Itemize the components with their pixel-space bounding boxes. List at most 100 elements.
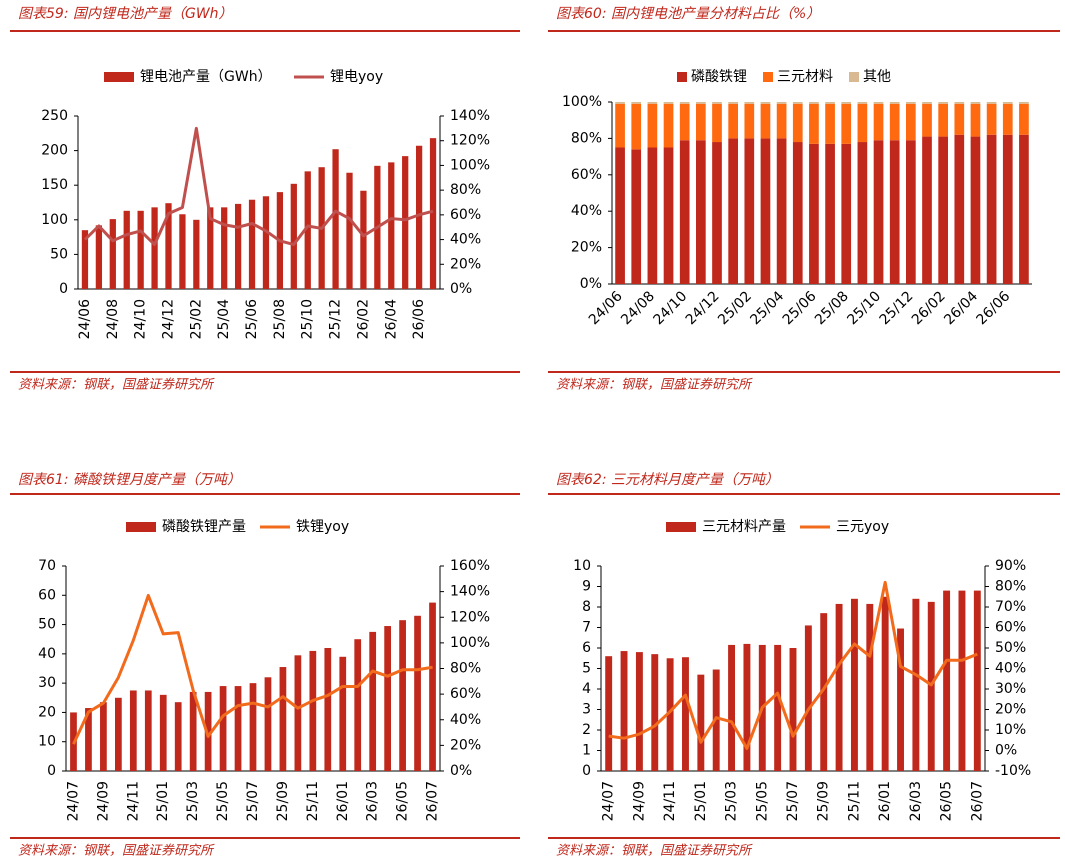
legend-label: 其他 [863, 69, 891, 85]
x-tick-label: 24/11 [662, 781, 678, 821]
bar-segment [889, 140, 900, 284]
x-tick-label: 26/06 [974, 288, 1014, 328]
bar-segment [922, 103, 932, 137]
bar [850, 598, 858, 771]
y-tick-label: 3 [582, 702, 591, 718]
bar-segment [938, 102, 948, 104]
y-tick-label: 9 [582, 579, 591, 595]
bar-segment [825, 143, 835, 284]
bar [290, 183, 297, 289]
bar-segment [631, 149, 642, 284]
bar-segment [889, 103, 900, 141]
bar [279, 667, 287, 771]
x-tick-label: 25/04 [747, 288, 787, 328]
y-tick-label: 70 [38, 558, 56, 574]
x-tick-label: 25/07 [245, 781, 261, 821]
bar-segment [760, 103, 771, 139]
bar-segment [986, 103, 997, 135]
x-tick-label: 25/11 [305, 781, 321, 821]
y-tick-label: 8 [582, 599, 591, 615]
bar-segment [744, 103, 755, 139]
x-tick-label: 26/01 [335, 781, 351, 821]
bar-segment [857, 103, 868, 143]
y-tick-label: 200 [41, 143, 68, 159]
legend-label: 锂电yoy [330, 69, 383, 85]
bar-segment [986, 102, 997, 104]
bar [339, 656, 347, 771]
y2-tick-label: 20% [450, 256, 481, 272]
y-tick-label: 0% [580, 276, 602, 292]
legend-label: 磷酸铁锂 [691, 69, 747, 85]
y-tick-label: 60% [571, 167, 602, 183]
bar-segment [792, 102, 803, 104]
bar [402, 156, 409, 289]
x-tick-label: 24/12 [683, 288, 723, 328]
bar [179, 214, 186, 289]
bar [159, 694, 167, 771]
bar-segment [679, 102, 690, 104]
x-tick-label: 26/07 [425, 781, 441, 821]
x-tick-label: 24/06 [586, 288, 626, 328]
bar-segment [663, 102, 674, 104]
y2-tick-label: 40% [995, 661, 1026, 677]
bar [835, 603, 843, 771]
bar-segment [1002, 102, 1013, 104]
y-tick-label: 6 [582, 640, 591, 656]
bar-segment [615, 103, 625, 148]
bar-segment [873, 103, 884, 141]
bar-segment [906, 140, 916, 284]
x-tick-label: 24/07 [601, 781, 617, 821]
x-tick-label: 25/04 [216, 299, 232, 339]
bar-segment [1019, 134, 1029, 284]
bar-segment [679, 103, 690, 141]
x-tick-label: 24/10 [133, 299, 149, 339]
bar [114, 697, 122, 771]
source: 资料来源：钢联，国盛证券研究所 [556, 843, 753, 859]
bar [144, 690, 152, 771]
bar [360, 190, 367, 289]
bar-segment [728, 138, 738, 284]
bar [193, 219, 200, 289]
bar [897, 628, 904, 771]
x-tick-label: 24/08 [618, 288, 658, 328]
figure-title: 图表62: 三元材料月度产量（万吨） [556, 472, 779, 488]
bar-segment [1019, 102, 1029, 104]
bar-segment [712, 103, 722, 143]
bar [973, 590, 981, 771]
bar [204, 691, 212, 771]
x-tick-label: 24/09 [95, 781, 111, 821]
bar-segment [776, 138, 787, 284]
bar [100, 702, 107, 771]
x-tick-label: 26/06 [411, 299, 427, 339]
bar [927, 601, 935, 771]
y-tick-label: 10 [38, 734, 56, 750]
y2-tick-label: 90% [995, 558, 1026, 574]
y2-tick-label: 60% [995, 620, 1026, 636]
bar [728, 644, 736, 771]
bar [234, 203, 242, 289]
bar [309, 650, 317, 771]
bar-segment [841, 143, 852, 284]
bar-segment [970, 136, 981, 284]
line [72, 593, 433, 745]
bar [346, 172, 353, 289]
bar [682, 657, 689, 771]
x-tick-label: 25/02 [188, 299, 204, 339]
y2-tick-label: 160% [450, 558, 490, 574]
x-tick-label: 25/03 [724, 781, 740, 821]
y-tick-label: 0 [582, 763, 591, 779]
legend-swatch [126, 522, 156, 532]
legend-swatch [849, 72, 859, 82]
x-tick-label: 24/10 [650, 288, 690, 328]
x-tick-label: 25/09 [816, 781, 832, 821]
bar-segment [986, 134, 997, 284]
bar-segment [696, 103, 706, 141]
bar-segment [696, 140, 706, 284]
y-tick-label: 4 [582, 681, 591, 697]
y2-tick-label: 120% [450, 133, 490, 149]
y-tick-label: 250 [41, 108, 68, 124]
bar [137, 210, 144, 289]
bar [743, 643, 751, 771]
x-tick-label: 26/02 [355, 299, 371, 339]
bar-segment [792, 142, 803, 284]
